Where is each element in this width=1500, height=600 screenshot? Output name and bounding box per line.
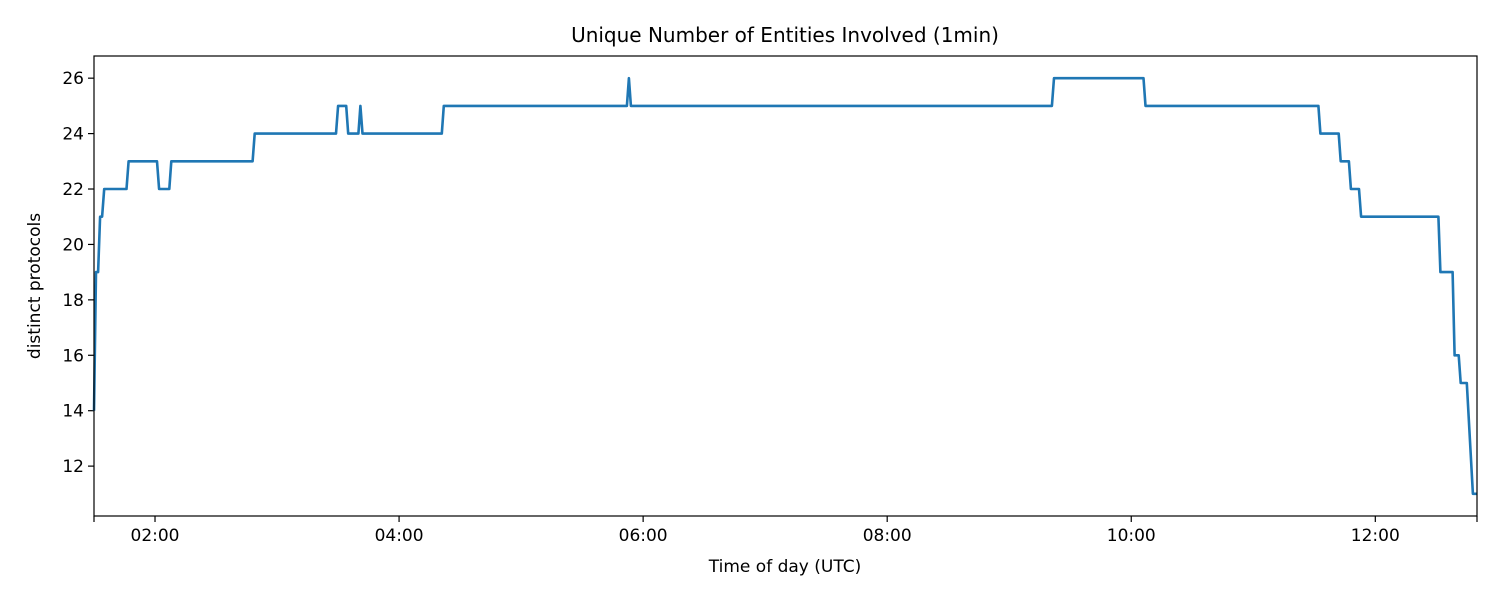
x-tick-label: 06:00: [619, 526, 668, 546]
y-tick-label: 16: [62, 346, 84, 366]
x-tick-label: 08:00: [863, 526, 912, 546]
plot-frame: [93, 55, 1478, 517]
chart-title: Unique Number of Entities Involved (1min…: [571, 23, 999, 47]
x-axis-ticks: 02:00 04:00 06:00 08:00 10:00 12:00: [93, 516, 1478, 546]
y-tick-label: 12: [62, 457, 84, 477]
y-axis-ticks: 12 14 16 18 20 22 24 26: [62, 69, 94, 477]
series-layer: [92, 76, 1477, 496]
x-tick-label: 04:00: [375, 526, 424, 546]
y-tick-label: 26: [62, 69, 84, 89]
x-tick-label: 10:00: [1107, 526, 1156, 546]
y-tick-label: 18: [62, 291, 84, 311]
x-axis-label: Time of day (UTC): [708, 557, 861, 577]
y-tick-label: 14: [62, 402, 84, 422]
y-tick-label: 24: [62, 125, 84, 145]
x-tick-label: 02:00: [131, 526, 180, 546]
y-tick-label: 20: [62, 235, 84, 255]
y-tick-label: 22: [62, 180, 84, 200]
series-line-0: [92, 76, 1477, 496]
x-tick-label: 12:00: [1351, 526, 1400, 546]
y-axis-label: distinct protocols: [25, 213, 45, 359]
